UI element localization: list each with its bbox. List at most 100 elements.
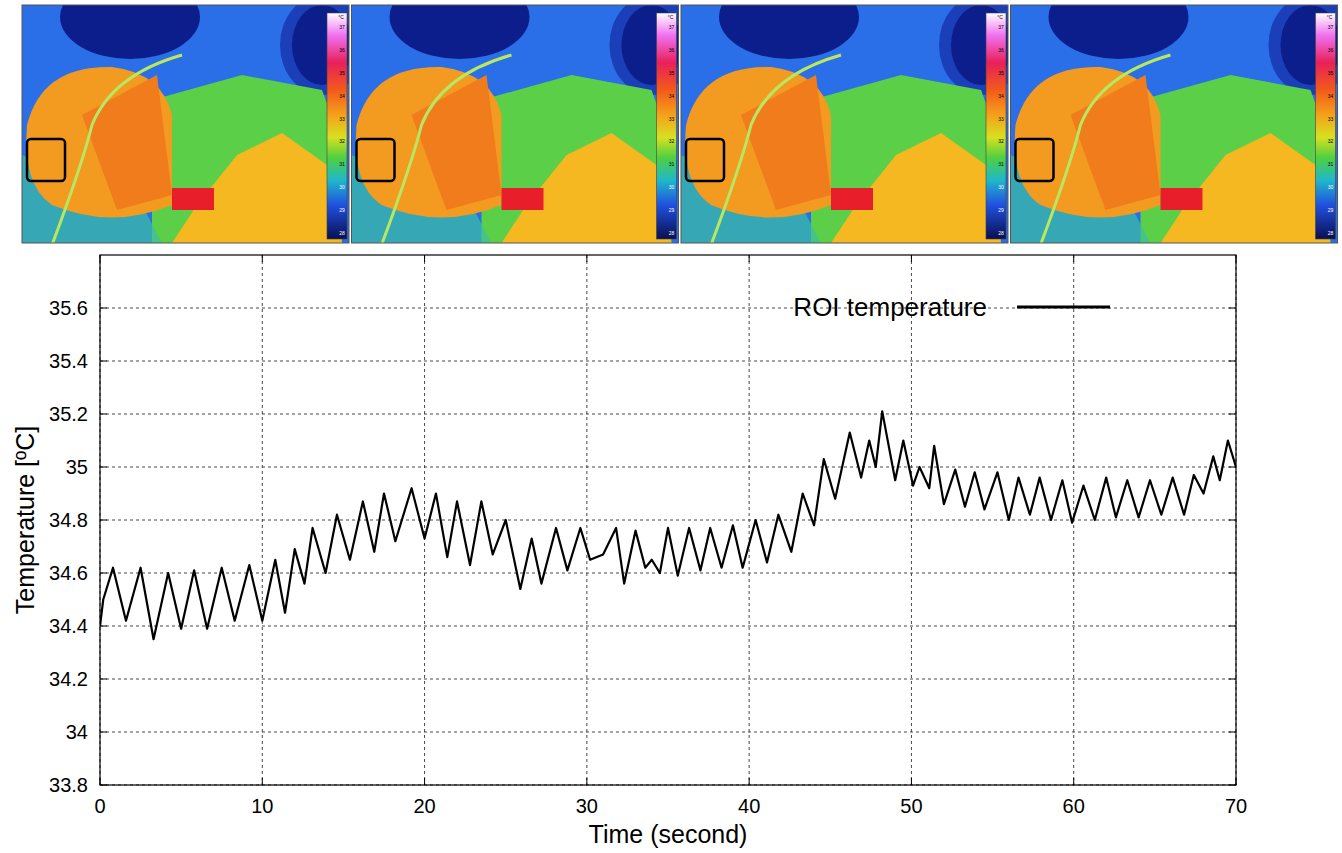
- plot-frame: [100, 255, 1236, 785]
- y-tick: [100, 573, 107, 574]
- y-tick: [1229, 573, 1236, 574]
- y-grid-line: [100, 467, 1236, 468]
- colorbar-tick-label: 32: [1328, 138, 1334, 144]
- x-tick-label: 10: [251, 795, 273, 817]
- x-tick: [424, 778, 425, 785]
- hand: [1161, 133, 1331, 243]
- thermal-image: [352, 5, 679, 243]
- colorbar-tick-label: 34: [1328, 93, 1334, 99]
- hot-object: [502, 188, 544, 210]
- colorbar-tick-label: 32: [339, 138, 345, 144]
- colorbar-tick-label: 31: [1328, 161, 1334, 167]
- x-grid-line: [586, 255, 587, 785]
- x-tick-label: 40: [738, 795, 760, 817]
- y-tick-label: 33.8: [49, 774, 88, 796]
- colorbar-tick-label: 30: [1328, 184, 1334, 190]
- panel-border: [22, 5, 349, 243]
- colorbar: [657, 13, 677, 239]
- grid: [100, 255, 1236, 785]
- colorbar-tick-label: 35: [339, 70, 345, 76]
- thermal-image: [681, 5, 1008, 243]
- y-tick: [1229, 626, 1236, 627]
- x-grid-line: [911, 255, 912, 785]
- thermal-panel: °C37363534333231302928: [681, 0, 1023, 245]
- y-tick-label: 34.6: [49, 562, 88, 584]
- x-tick: [586, 255, 587, 262]
- colorbar-tick-label: 32: [669, 138, 675, 144]
- x-grid-line: [424, 255, 425, 785]
- y-grid-line: [100, 361, 1236, 362]
- x-grid-line: [749, 255, 750, 785]
- y-tick: [1229, 361, 1236, 362]
- thermal-image: [22, 5, 349, 243]
- x-tick-label: 30: [576, 795, 598, 817]
- colorbar-unit: °C: [338, 14, 344, 20]
- colorbar: [986, 13, 1006, 239]
- axes: 33.83434.234.434.634.83535.235.435.60102…: [49, 255, 1247, 817]
- colorbar: [1316, 13, 1336, 239]
- y-tick: [100, 308, 107, 309]
- hot-object: [1161, 188, 1203, 210]
- colorbar-tick-label: 37: [339, 24, 345, 30]
- mask: [1071, 75, 1161, 210]
- head: [356, 67, 502, 218]
- y-tick: [1229, 520, 1236, 521]
- y-tick: [100, 520, 107, 521]
- y-tick: [100, 679, 107, 680]
- y-tick-label: 35.2: [49, 403, 88, 425]
- x-tick: [749, 778, 750, 785]
- colorbar-tick-label: 28: [339, 230, 345, 236]
- y-grid-line: [100, 573, 1236, 574]
- y-grid-line: [100, 679, 1236, 680]
- colorbar-tick-label: 34: [669, 93, 675, 99]
- x-tick: [424, 255, 425, 262]
- warm-air: [482, 75, 672, 243]
- legend: ROI temperature: [793, 292, 1110, 322]
- y-tick-label: 35: [66, 456, 88, 478]
- colorbar-unit: °C: [668, 14, 674, 20]
- data-layer: [100, 411, 1236, 639]
- colorbar-tick-label: 28: [998, 230, 1004, 236]
- x-tick: [1073, 778, 1074, 785]
- colorbar-tick-label: 35: [1328, 70, 1334, 76]
- tube: [382, 55, 512, 243]
- dark-area: [390, 5, 530, 59]
- mask: [412, 75, 502, 210]
- y-tick: [1229, 414, 1236, 415]
- x-tick-label: 60: [1063, 795, 1085, 817]
- y-grid-line: [100, 732, 1236, 733]
- hand: [502, 133, 672, 243]
- x-tick: [1073, 255, 1074, 262]
- colorbar-tick-label: 33: [998, 116, 1004, 122]
- colorbar: [327, 13, 347, 239]
- y-tick-label: 35.4: [49, 350, 88, 372]
- x-tick: [586, 778, 587, 785]
- colorbar-tick-label: 31: [669, 161, 675, 167]
- panel-border: [681, 5, 1008, 243]
- y-grid-line: [100, 520, 1236, 521]
- colorbar-tick-label: 37: [998, 24, 1004, 30]
- x-tick-label: 20: [413, 795, 435, 817]
- x-tick-label: 50: [900, 795, 922, 817]
- colorbar-tick-label: 35: [998, 70, 1004, 76]
- warm-air: [1141, 75, 1331, 243]
- head: [685, 67, 831, 218]
- colorbar-tick-label: 31: [339, 161, 345, 167]
- hot-object: [831, 188, 873, 210]
- x-tick: [749, 255, 750, 262]
- hand: [831, 133, 1001, 243]
- series-line: [100, 411, 1236, 639]
- y-tick: [100, 467, 107, 468]
- colorbar-tick-label: 33: [339, 116, 345, 122]
- colorbar-tick-label: 29: [1328, 207, 1334, 213]
- colorbar-tick-label: 36: [339, 47, 345, 53]
- colorbar-tick-label: 29: [339, 207, 345, 213]
- y-grid-line: [100, 414, 1236, 415]
- colorbar-tick-label: 33: [1328, 116, 1334, 122]
- warm-air: [152, 75, 342, 243]
- hot-object: [172, 188, 214, 210]
- tube: [1041, 55, 1171, 243]
- y-grid-line: [100, 626, 1236, 627]
- x-grid-line: [262, 255, 263, 785]
- panel-border: [1011, 5, 1338, 243]
